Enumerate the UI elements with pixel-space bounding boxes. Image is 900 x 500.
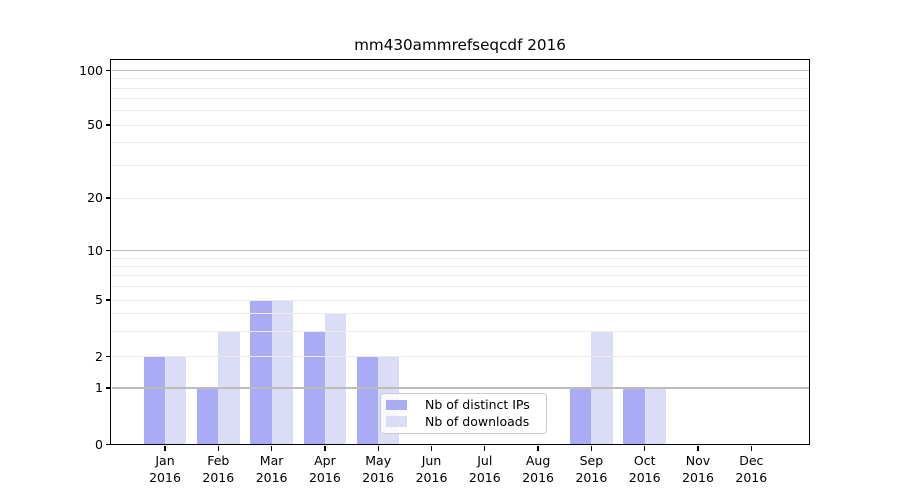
grid-minor-90 (111, 78, 809, 80)
bar-nb-of-distinct-ips-may (356, 356, 379, 445)
xtick-mark-sep (590, 446, 593, 451)
legend-label-distinct-ips: Nb of distinct IPs (425, 397, 530, 413)
xtick-mark-jan (164, 446, 166, 451)
grid-minor-40 (111, 142, 809, 144)
xtick-label-apr: Apr 2016 (308, 453, 341, 485)
grid-minor-5 (111, 299, 809, 301)
grid-minor-60 (111, 110, 809, 112)
grid-minor-30 (111, 165, 809, 167)
grid-major-1 (111, 387, 809, 389)
xtick-label-aug: Aug 2016 (522, 453, 554, 485)
bar-nb-of-distinct-ips-feb (197, 388, 219, 445)
bar-nb-of-distinct-ips-oct (623, 388, 645, 445)
bar-nb-of-distinct-ips-sep (570, 388, 592, 445)
legend-label-downloads: Nb of downloads (425, 414, 530, 430)
xtick-mark-aug (537, 446, 539, 451)
grid-minor-8 (111, 265, 809, 267)
grid-minor-6 (111, 286, 809, 288)
legend-swatch-distinct-ips-icon (386, 399, 407, 411)
ytick-mark-20 (105, 197, 110, 199)
xtick-label-mar: Mar 2016 (255, 453, 288, 485)
grid-minor-7 (111, 275, 809, 277)
xtick-label-nov: Nov 2016 (682, 453, 714, 485)
ytick-label-100: 100 (79, 62, 103, 78)
xtick-mark-nov (697, 446, 699, 451)
grid-minor-2 (111, 356, 809, 357)
ytick-mark-2 (105, 355, 110, 358)
xtick-label-jan: Jan 2016 (149, 453, 181, 485)
ytick-label-20: 20 (87, 190, 103, 205)
ytick-mark-100 (105, 69, 110, 72)
chart-title: mm430ammrefseqcdf 2016 (354, 36, 566, 54)
xtick-label-feb: Feb 2016 (202, 453, 235, 485)
xtick-label-jul: Jul 2016 (468, 453, 501, 485)
ytick-label-50: 50 (87, 117, 103, 132)
ytick-label-1: 1 (95, 380, 103, 395)
grid-minor-70 (111, 98, 809, 100)
xtick-label-oct: Oct 2016 (628, 453, 661, 485)
ytick-mark-0 (105, 443, 110, 446)
ytick-label-5: 5 (95, 292, 103, 307)
bar-nb-of-distinct-ips-mar (250, 300, 272, 445)
xtick-mark-mar (270, 446, 273, 451)
bar-nb-of-distinct-ips-jan (143, 356, 165, 445)
xtick-mark-may (377, 446, 379, 451)
ytick-label-10: 10 (87, 242, 103, 258)
legend-item-downloads: Nb of downloads (386, 413, 540, 430)
xtick-mark-jun (430, 446, 433, 451)
grid-minor-20 (111, 197, 809, 199)
xtick-mark-apr (324, 446, 326, 451)
grid-major-100 (111, 69, 809, 72)
ytick-mark-5 (105, 299, 110, 301)
grid-minor-9 (111, 257, 809, 259)
bar-nb-of-downloads-jan (165, 356, 187, 445)
grid-minor-3 (111, 330, 809, 332)
xtick-label-sep: Sep 2016 (575, 453, 608, 485)
legend-item-distinct-ips: Nb of distinct IPs (386, 397, 540, 414)
bar-nb-of-downloads-oct (644, 388, 666, 445)
bar-nb-of-downloads-mar (271, 300, 293, 445)
grid-minor-80 (111, 87, 809, 89)
xtick-mark-oct (644, 446, 646, 451)
xtick-mark-dec (750, 446, 752, 451)
xtick-label-may: May 2016 (362, 453, 395, 485)
bar-nb-of-downloads-apr (324, 313, 347, 445)
ytick-label-2: 2 (95, 348, 103, 364)
ytick-label-0: 0 (95, 436, 103, 452)
grid-major-10 (111, 249, 809, 252)
legend: Nb of distinct IPs Nb of downloads (380, 392, 547, 434)
legend-swatch-downloads-icon (386, 416, 407, 427)
xtick-label-dec: Dec 2016 (735, 453, 768, 485)
grid-minor-4 (111, 313, 809, 315)
grid-minor-50 (111, 124, 809, 126)
ytick-mark-1 (105, 387, 110, 389)
xtick-mark-feb (217, 446, 219, 451)
xtick-label-jun: Jun 2016 (415, 453, 448, 485)
xtick-mark-jul (484, 446, 486, 451)
ytick-mark-10 (105, 249, 110, 252)
ytick-mark-50 (105, 124, 110, 126)
